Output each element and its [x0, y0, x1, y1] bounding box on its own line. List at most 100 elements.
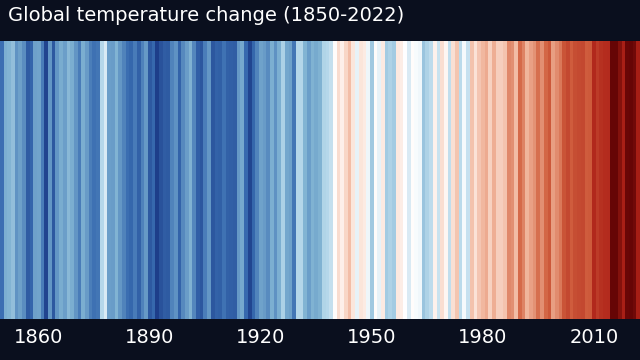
Bar: [292, 41, 296, 319]
Bar: [518, 41, 522, 319]
Bar: [447, 41, 451, 319]
Bar: [474, 41, 477, 319]
Bar: [385, 41, 388, 319]
Bar: [8, 41, 11, 319]
Bar: [540, 41, 544, 319]
Bar: [544, 41, 547, 319]
Bar: [270, 41, 274, 319]
Bar: [259, 41, 262, 319]
Bar: [599, 41, 603, 319]
Bar: [159, 41, 163, 319]
Bar: [632, 41, 636, 319]
Text: 1950: 1950: [347, 328, 397, 347]
Bar: [496, 41, 499, 319]
Bar: [0, 41, 4, 319]
Bar: [108, 41, 111, 319]
Bar: [248, 41, 252, 319]
Bar: [85, 41, 89, 319]
Bar: [411, 41, 414, 319]
Bar: [170, 41, 174, 319]
Bar: [262, 41, 266, 319]
Bar: [67, 41, 70, 319]
Bar: [529, 41, 532, 319]
Bar: [59, 41, 63, 319]
Bar: [359, 41, 362, 319]
Bar: [174, 41, 177, 319]
Bar: [289, 41, 292, 319]
Bar: [503, 41, 507, 319]
Bar: [429, 41, 433, 319]
Bar: [300, 41, 303, 319]
Bar: [592, 41, 596, 319]
Bar: [388, 41, 392, 319]
Bar: [278, 41, 281, 319]
Bar: [11, 41, 15, 319]
Text: Global temperature change (1850-2022): Global temperature change (1850-2022): [8, 6, 404, 25]
Bar: [322, 41, 326, 319]
Bar: [118, 41, 122, 319]
Bar: [326, 41, 329, 319]
Bar: [621, 41, 625, 319]
Bar: [274, 41, 278, 319]
Bar: [104, 41, 108, 319]
Bar: [551, 41, 555, 319]
Bar: [218, 41, 222, 319]
Bar: [193, 41, 196, 319]
Bar: [603, 41, 607, 319]
Bar: [70, 41, 74, 319]
Bar: [481, 41, 484, 319]
Bar: [111, 41, 115, 319]
Bar: [156, 41, 159, 319]
Bar: [618, 41, 621, 319]
Bar: [614, 41, 618, 319]
Bar: [311, 41, 314, 319]
Bar: [214, 41, 218, 319]
Bar: [255, 41, 259, 319]
Bar: [511, 41, 514, 319]
Bar: [463, 41, 466, 319]
Bar: [484, 41, 488, 319]
Bar: [547, 41, 551, 319]
Bar: [433, 41, 436, 319]
Bar: [177, 41, 181, 319]
Bar: [303, 41, 307, 319]
Bar: [22, 41, 26, 319]
Text: 2010: 2010: [569, 328, 618, 347]
Bar: [596, 41, 599, 319]
Bar: [200, 41, 204, 319]
Bar: [329, 41, 333, 319]
Bar: [222, 41, 226, 319]
Bar: [196, 41, 200, 319]
Bar: [307, 41, 311, 319]
Bar: [625, 41, 629, 319]
Bar: [333, 41, 337, 319]
Bar: [296, 41, 300, 319]
Bar: [281, 41, 285, 319]
Bar: [440, 41, 444, 319]
Bar: [611, 41, 614, 319]
Bar: [48, 41, 52, 319]
Bar: [96, 41, 100, 319]
Bar: [392, 41, 396, 319]
Bar: [141, 41, 144, 319]
Bar: [573, 41, 577, 319]
Bar: [566, 41, 570, 319]
Bar: [285, 41, 289, 319]
Bar: [252, 41, 255, 319]
Bar: [185, 41, 189, 319]
Bar: [362, 41, 366, 319]
Bar: [422, 41, 426, 319]
Bar: [266, 41, 270, 319]
Bar: [241, 41, 244, 319]
Bar: [588, 41, 592, 319]
Bar: [407, 41, 411, 319]
Bar: [581, 41, 584, 319]
Bar: [56, 41, 59, 319]
Bar: [488, 41, 492, 319]
Bar: [89, 41, 93, 319]
Bar: [536, 41, 540, 319]
Bar: [403, 41, 407, 319]
Bar: [189, 41, 193, 319]
Bar: [636, 41, 640, 319]
Bar: [499, 41, 503, 319]
